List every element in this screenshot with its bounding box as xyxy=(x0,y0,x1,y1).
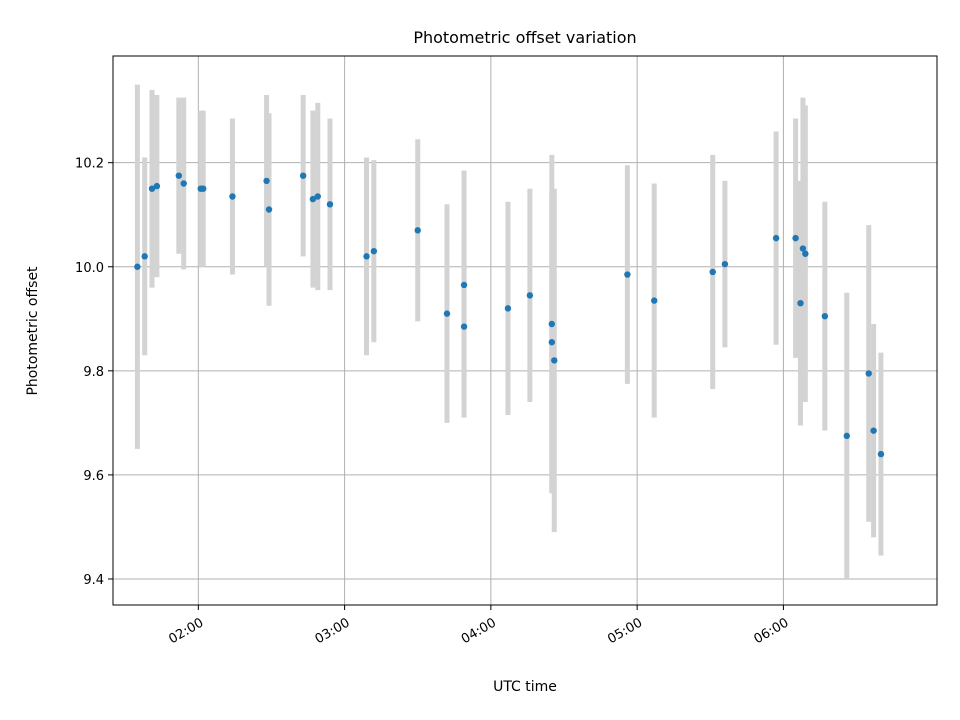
data-point xyxy=(548,339,556,346)
data-point xyxy=(865,370,872,377)
y-tick-label: 9.6 xyxy=(83,469,104,484)
data-point xyxy=(265,206,273,213)
data-point xyxy=(792,234,799,242)
x-tick-label: 02:00 xyxy=(166,615,206,647)
data-point xyxy=(263,177,270,185)
data-points xyxy=(134,172,885,458)
data-point xyxy=(772,234,780,242)
data-point xyxy=(721,260,729,268)
plot-frame xyxy=(112,55,938,606)
y-axis-label: Photometric offset xyxy=(25,266,41,396)
data-point xyxy=(504,305,512,312)
data-point xyxy=(309,195,317,203)
data-point xyxy=(363,253,370,260)
x-tick-label: 06:00 xyxy=(751,615,791,647)
data-point xyxy=(414,227,421,234)
data-point xyxy=(148,185,156,192)
data-point xyxy=(799,245,807,252)
data-point xyxy=(175,172,183,179)
data-point xyxy=(843,432,850,440)
data-point xyxy=(709,268,716,276)
y-tick-label: 9.4 xyxy=(83,573,104,588)
data-point xyxy=(548,320,556,328)
data-point xyxy=(551,357,558,364)
y-tick-label: 10.0 xyxy=(75,261,104,276)
data-point xyxy=(802,250,809,257)
data-point xyxy=(370,247,378,255)
data-point xyxy=(141,253,148,260)
data-point xyxy=(624,271,631,278)
error-bars xyxy=(134,84,884,579)
data-point xyxy=(877,450,885,458)
data-point xyxy=(153,182,161,190)
data-point xyxy=(229,193,236,200)
data-point xyxy=(460,323,468,330)
data-point xyxy=(870,427,877,434)
x-tick-label: 03:00 xyxy=(313,615,353,647)
y-tick-label: 9.8 xyxy=(83,365,104,380)
x-tick-label: 04:00 xyxy=(459,615,499,647)
x-axis-label: UTC time xyxy=(493,679,557,695)
data-point xyxy=(526,292,534,299)
data-point xyxy=(326,201,334,208)
data-point xyxy=(651,297,658,304)
data-point xyxy=(314,193,321,200)
data-point xyxy=(299,172,307,179)
data-point xyxy=(797,299,804,307)
data-point xyxy=(443,310,451,317)
data-point xyxy=(460,281,468,289)
gridlines xyxy=(113,56,937,605)
data-point xyxy=(821,312,829,320)
data-point xyxy=(180,180,187,187)
x-axis-ticks: 02:00 03:00 04:00 05:00 06:00 xyxy=(166,605,791,647)
chart-title: Photometric offset variation xyxy=(413,28,636,47)
data-point xyxy=(134,263,141,270)
y-axis-ticks: 9.4 9.6 9.8 10.0 10.2 xyxy=(75,157,113,588)
data-point xyxy=(200,185,207,192)
y-tick-label: 10.2 xyxy=(75,157,104,172)
x-tick-label: 05:00 xyxy=(605,615,645,647)
